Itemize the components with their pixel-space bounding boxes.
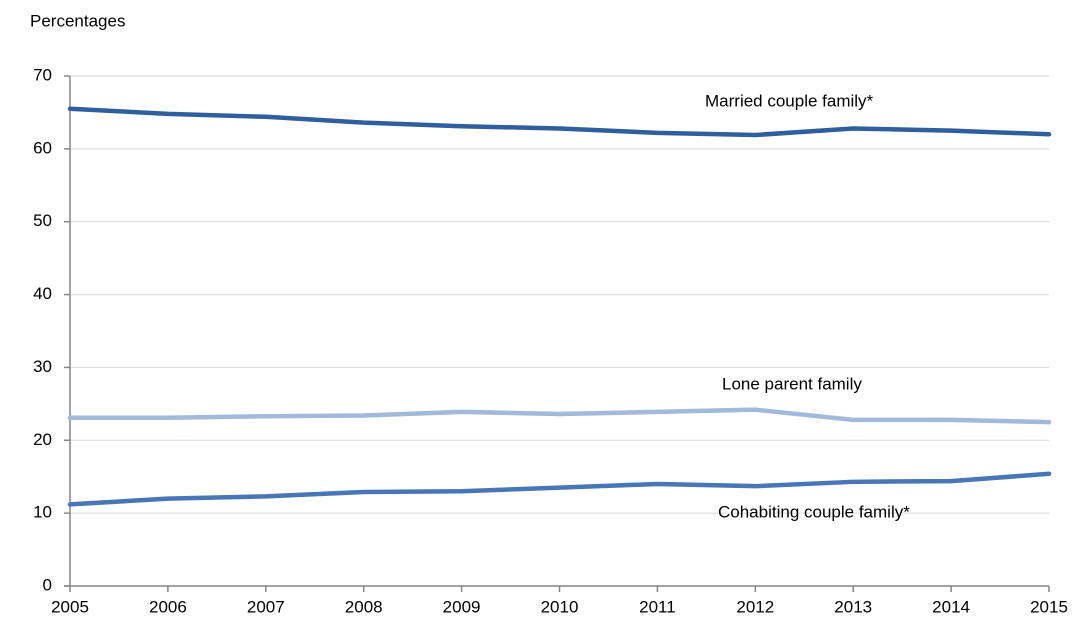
y-tick-label: 30 (33, 357, 52, 376)
x-tick-label: 2006 (149, 597, 187, 616)
y-tick-label: 20 (33, 430, 52, 449)
y-tick-label: 70 (33, 65, 52, 84)
grid (70, 75, 1049, 514)
x-tick-label: 2011 (639, 597, 676, 616)
x-tick-label: 2012 (736, 597, 774, 616)
line-series (67, 471, 1052, 507)
x-tick-label: 2005 (51, 597, 89, 616)
series-label: Lone parent family (722, 374, 862, 393)
x-tick-label: 2014 (932, 597, 970, 616)
x-tick-label: 2010 (541, 597, 579, 616)
y-tick-label: 10 (33, 503, 52, 522)
y-tick-label: 50 (33, 211, 52, 230)
x-tick-label: 2007 (247, 597, 285, 616)
line-series (67, 106, 1052, 138)
y-tick-label: 40 (33, 284, 52, 303)
x-tick-label: 2015 (1030, 597, 1068, 616)
series-label: Married couple family* (705, 91, 874, 110)
y-axis-label: Percentages (30, 11, 125, 30)
y-tick-label: 60 (33, 138, 52, 157)
x-tick-label: 2008 (345, 597, 383, 616)
x-tick-label: 2013 (834, 597, 872, 616)
y-tick-label: 0 (43, 575, 52, 594)
line-series (67, 407, 1052, 425)
series-label: Cohabiting couple family* (718, 502, 910, 521)
x-tick-label: 2009 (443, 597, 481, 616)
